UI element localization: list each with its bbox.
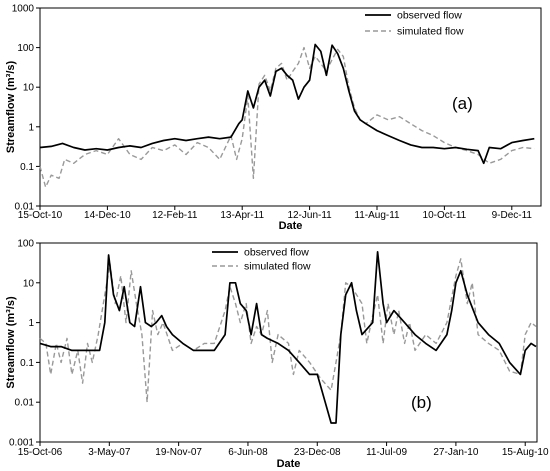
y-tick-label: 1 bbox=[28, 318, 34, 329]
x-tick-label: 15-Oct-10 bbox=[18, 210, 63, 221]
plot-frame-b bbox=[39, 242, 538, 443]
y-tick-label: 100 bbox=[17, 239, 34, 250]
y-tick-label: 0.1 bbox=[20, 358, 34, 369]
observed-flow-line-a bbox=[39, 43, 535, 165]
y-axis-title: Streamflow (m³/s) bbox=[5, 61, 17, 154]
y-tick-label: 0.001 bbox=[9, 438, 34, 449]
x-tick-label: 27-Jan-10 bbox=[433, 447, 478, 458]
y-tick-label: 10 bbox=[23, 278, 35, 289]
x-axis-title: Date bbox=[277, 458, 301, 470]
x-tick-label: 3-May-07 bbox=[88, 447, 131, 458]
x-tick-label: 6-Jun-08 bbox=[228, 447, 268, 458]
y-tick-label: 10 bbox=[23, 83, 35, 94]
observed-flow-line-b bbox=[39, 250, 537, 424]
legend-label: observed flow bbox=[397, 10, 462, 22]
y-tick-label: 0.1 bbox=[20, 162, 34, 173]
panel-label-b: (b) bbox=[411, 393, 432, 412]
y-tick-label: 100 bbox=[17, 43, 34, 54]
y-tick-label: 1 bbox=[28, 122, 34, 133]
plot-frame-a bbox=[39, 7, 542, 207]
x-tick-label: 19-Nov-07 bbox=[155, 447, 202, 458]
x-axis-title: Date bbox=[279, 220, 303, 232]
y-tick-label: 0.01 bbox=[15, 202, 35, 213]
x-tick-label: 15-Aug-10 bbox=[502, 447, 549, 458]
x-tick-label: 15-Oct-06 bbox=[18, 447, 63, 458]
x-tick-label: 9-Dec-11 bbox=[492, 210, 533, 221]
y-tick-label: 1000 bbox=[12, 4, 35, 15]
x-tick-label: 10-Oct-11 bbox=[423, 210, 467, 221]
x-tick-label: 12-Feb-11 bbox=[152, 210, 198, 221]
panel-label-a: (a) bbox=[452, 94, 473, 113]
x-tick-label: 23-Dec-08 bbox=[294, 447, 341, 458]
legend-label: simulated flow bbox=[244, 261, 311, 273]
legend-label: observed flow bbox=[244, 247, 309, 259]
legend-label: simulated flow bbox=[397, 26, 464, 38]
y-tick-label: 0.01 bbox=[15, 398, 35, 409]
x-tick-label: 11-Aug-11 bbox=[354, 210, 400, 221]
x-tick-label: 13-Apr-11 bbox=[220, 210, 264, 221]
x-tick-label: 14-Dec-10 bbox=[84, 210, 131, 221]
x-tick-label: 12-Jun-11 bbox=[287, 210, 332, 221]
y-axis-title: Streamflow (m³/s) bbox=[5, 296, 17, 389]
x-tick-label: 11-Jul-09 bbox=[366, 447, 407, 458]
